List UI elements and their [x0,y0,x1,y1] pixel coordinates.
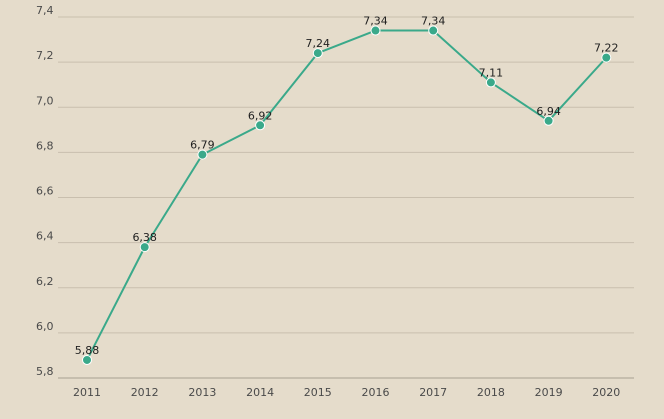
data-label: 7,24 [306,37,331,50]
data-point[interactable] [601,52,612,63]
x-tick-label: 2012 [131,386,159,399]
data-point[interactable] [197,149,208,160]
data-label: 6,38 [132,231,157,244]
data-point[interactable] [312,48,323,59]
data-label: 6,92 [248,109,273,122]
x-tick-label: 2019 [535,386,563,399]
x-tick-label: 2016 [362,386,390,399]
data-label: 7,22 [594,42,619,55]
y-tick-label: 6,8 [36,139,54,152]
label-layer: 5,88 6,38 6,79 6,92 7,24 7,34 7,34 7,11 6,94 7,22 [75,15,619,357]
grid-layer [58,16,634,334]
data-label: 7,34 [363,15,388,28]
data-label: 5,88 [75,344,100,357]
x-tick-label: 2011 [73,386,101,399]
x-tick-label: 2018 [477,386,505,399]
y-tick-label: 6,4 [36,230,54,243]
x-tick-label: 2020 [592,386,620,399]
data-point[interactable] [428,25,439,36]
x-tick-label: 2014 [246,386,274,399]
data-point[interactable] [370,25,381,36]
series-layer [82,25,612,365]
x-tick-label: 2013 [188,386,216,399]
x-tick-label: 2017 [419,386,447,399]
y-tick-label: 7,2 [36,49,54,62]
series-line [86,29,608,361]
y-tick-label: 7,4 [36,4,54,17]
data-label: 7,11 [479,66,504,79]
axis-layer: 5,8 6,0 6,2 6,4 6,6 6,8 7,0 7,2 7,4 2011 2012 2013 2… [36,4,634,399]
data-label: 6,79 [190,139,215,152]
y-tick-label: 6,0 [36,320,54,333]
data-label: 6,94 [536,105,561,118]
y-tick-label: 6,6 [36,185,54,198]
data-label: 7,34 [421,15,446,28]
data-point[interactable] [255,120,266,131]
data-point[interactable] [82,354,92,365]
y-tick-label: 6,2 [36,275,54,288]
y-tick-label: 7,0 [36,94,54,107]
x-tick-label: 2015 [304,386,332,399]
data-point[interactable] [485,77,496,88]
data-point[interactable] [139,242,150,253]
y-tick-label: 5,8 [36,365,54,378]
data-point[interactable] [543,115,554,126]
